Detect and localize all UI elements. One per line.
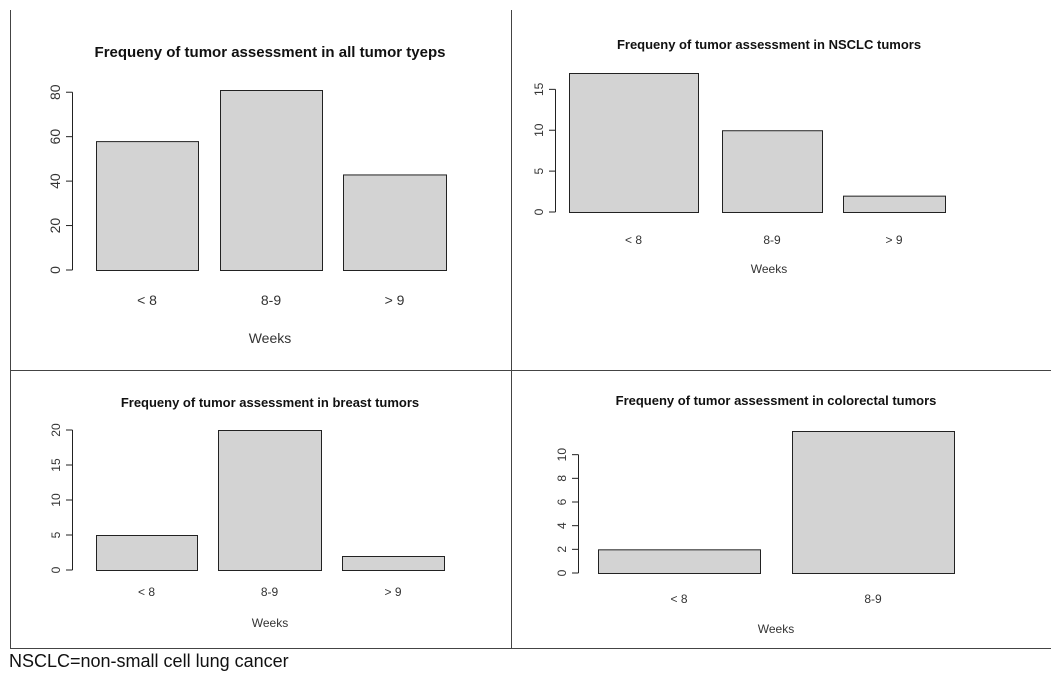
chart-title: Frequeny of tumor assessment in NSCLC tu… bbox=[617, 37, 921, 52]
footnote: NSCLC=non-small cell lung cancer bbox=[9, 651, 289, 671]
x-tick-label: 8-9 bbox=[763, 233, 781, 247]
x-axis-label: Weeks bbox=[758, 622, 794, 636]
x-axis-label: Weeks bbox=[252, 616, 288, 630]
y-tick-label: 15 bbox=[532, 82, 546, 96]
chart-panel-1: Frequeny of tumor assessment in all tumo… bbox=[47, 44, 447, 346]
bar-3 bbox=[342, 556, 445, 571]
x-tick-label: > 9 bbox=[385, 292, 405, 308]
y-tick-label: 80 bbox=[47, 84, 63, 100]
x-tick-label: > 9 bbox=[885, 233, 902, 247]
y-tick-label: 0 bbox=[47, 266, 63, 274]
bar-1 bbox=[569, 73, 699, 213]
y-tick-label: 0 bbox=[49, 566, 63, 573]
y-tick-label: 6 bbox=[555, 498, 569, 505]
chart-title: Frequeny of tumor assessment in all tumo… bbox=[95, 44, 446, 61]
x-tick-label: < 8 bbox=[137, 292, 157, 308]
y-tick-label: 2 bbox=[555, 546, 569, 553]
bar-3 bbox=[843, 195, 946, 214]
x-tick-label: < 8 bbox=[625, 233, 642, 247]
x-axis-label: Weeks bbox=[751, 262, 787, 276]
y-tick-label: 5 bbox=[532, 167, 546, 174]
y-tick-label: 60 bbox=[47, 129, 63, 145]
x-tick-label: < 8 bbox=[138, 585, 155, 599]
y-tick-label: 0 bbox=[555, 569, 569, 576]
bar-1 bbox=[96, 141, 199, 271]
y-tick-label: 20 bbox=[49, 423, 63, 437]
bar-2 bbox=[722, 130, 823, 213]
x-tick-label: 8-9 bbox=[261, 292, 281, 308]
y-tick-label: 20 bbox=[47, 218, 63, 234]
bar-2 bbox=[218, 430, 322, 571]
panel-frame bbox=[10, 10, 1051, 649]
y-tick-label: 10 bbox=[555, 448, 569, 462]
y-tick-label: 10 bbox=[49, 493, 63, 507]
bar-2 bbox=[220, 90, 323, 271]
y-tick-label: 15 bbox=[49, 458, 63, 472]
y-tick-label: 10 bbox=[532, 123, 546, 137]
bar-1 bbox=[598, 549, 761, 574]
chart-panel-2: Frequeny of tumor assessment in NSCLC tu… bbox=[532, 37, 946, 276]
x-tick-label: < 8 bbox=[670, 592, 687, 606]
bar-1 bbox=[96, 535, 198, 571]
y-tick-label: 0 bbox=[532, 208, 546, 215]
chart-panel-3: Frequeny of tumor assessment in breast t… bbox=[49, 395, 445, 630]
chart-title: Frequeny of tumor assessment in colorect… bbox=[616, 393, 937, 408]
y-tick-label: 4 bbox=[555, 522, 569, 529]
y-tick-label: 40 bbox=[47, 173, 63, 189]
chart-title: Frequeny of tumor assessment in breast t… bbox=[121, 395, 419, 410]
bar-3 bbox=[343, 174, 447, 271]
x-tick-label: 8-9 bbox=[261, 585, 279, 599]
x-tick-label: 8-9 bbox=[864, 592, 882, 606]
chart-panel-4: Frequeny of tumor assessment in colorect… bbox=[555, 393, 955, 636]
x-axis-label: Weeks bbox=[249, 330, 292, 346]
bar-2 bbox=[792, 431, 955, 574]
charts: Frequeny of tumor assessment in all tumo… bbox=[47, 37, 955, 636]
y-tick-label: 8 bbox=[555, 475, 569, 482]
x-tick-label: > 9 bbox=[384, 585, 401, 599]
y-tick-label: 5 bbox=[49, 531, 63, 538]
